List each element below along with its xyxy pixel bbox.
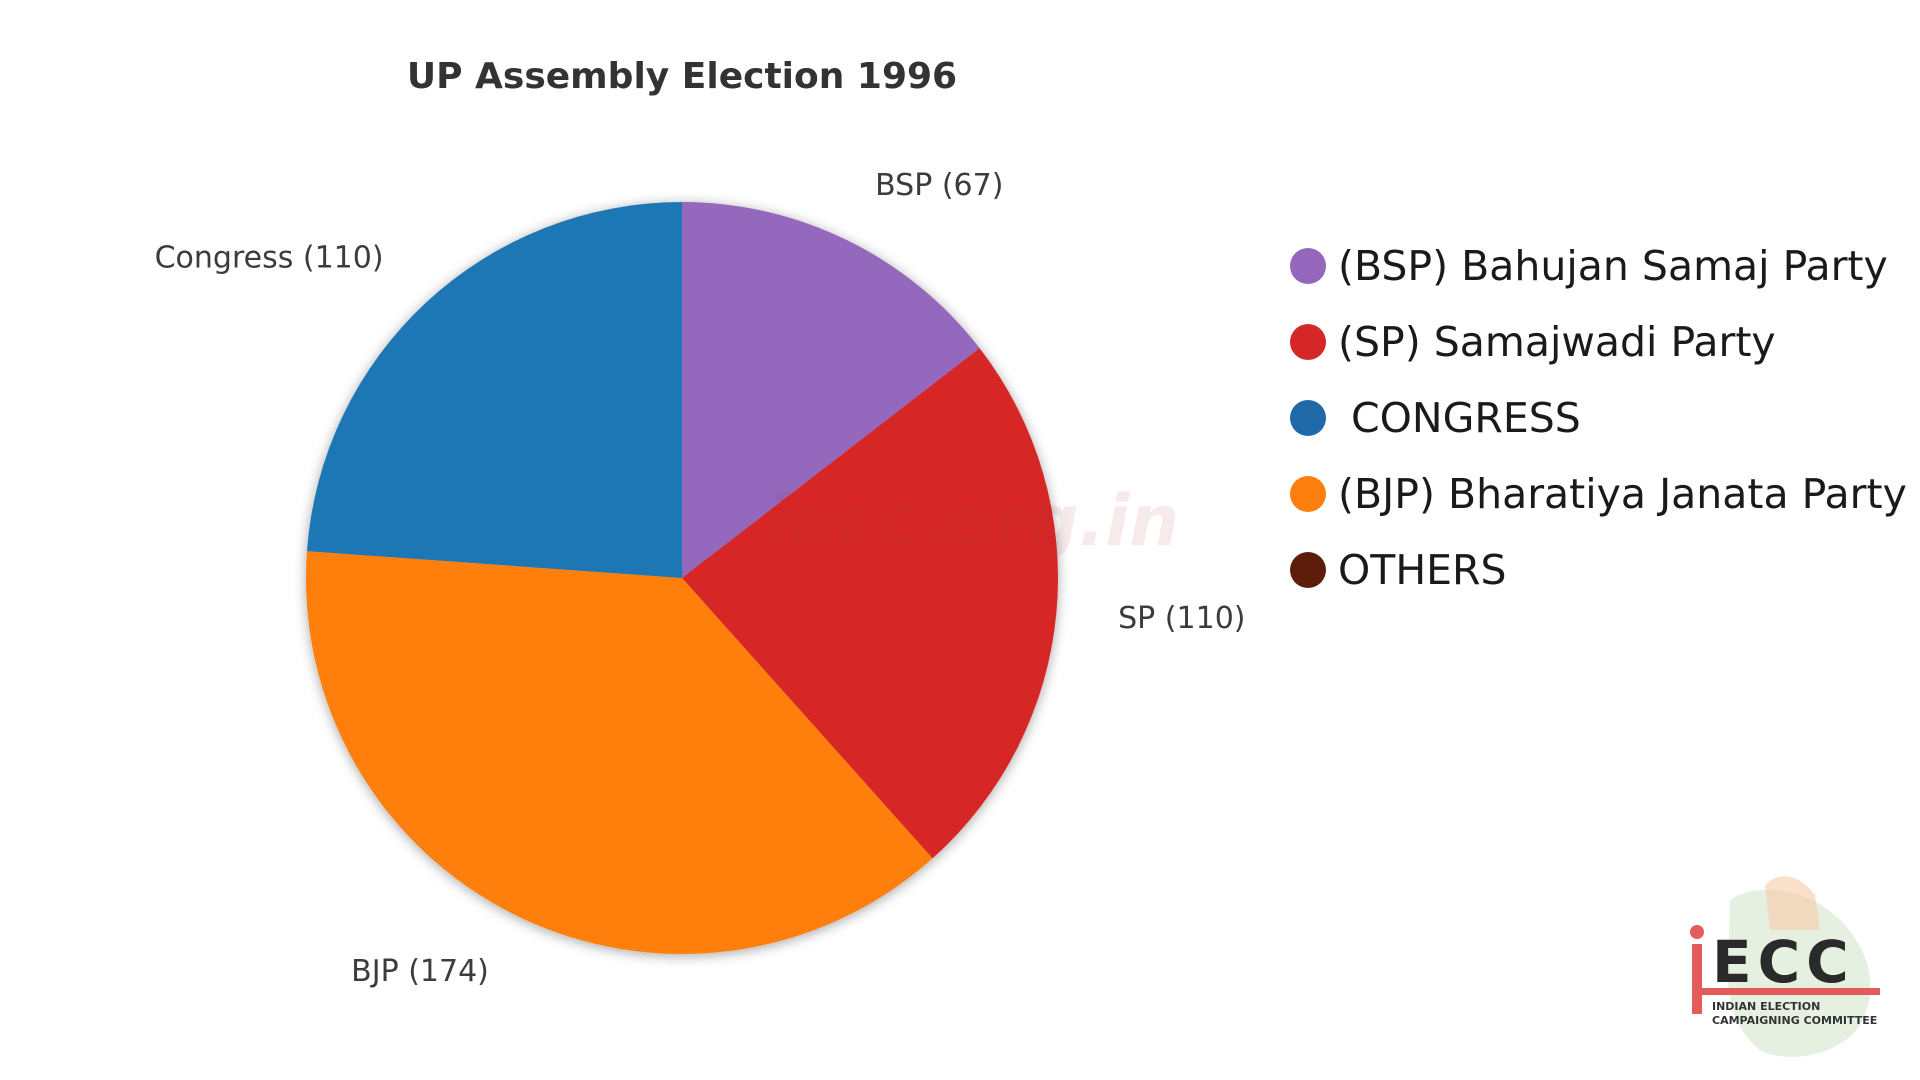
logo-line-2: CAMPAIGNING COMMITTEE	[1712, 1014, 1877, 1027]
legend-marker-bjp	[1290, 476, 1326, 512]
legend-label-congress: CONGRESS	[1338, 394, 1581, 442]
legend-item-sp: (SP) Samajwadi Party	[1290, 304, 1910, 380]
legend-label-bsp: (BSP) Bahujan Samaj Party	[1338, 242, 1888, 290]
logo-letters: ECC	[1712, 928, 1855, 996]
legend-marker-congress	[1290, 400, 1326, 436]
pie-slices	[306, 202, 1058, 955]
pie-slice-bsp	[682, 202, 980, 578]
legend-marker-bsp	[1290, 248, 1326, 284]
watermark-text: iecc.org.in	[765, 480, 1179, 562]
legend-item-congress: CONGRESS	[1290, 380, 1910, 456]
iecc-logo: ECC INDIAN ELECTION CAMPAIGNING COMMITTE…	[1690, 876, 1880, 1057]
logo-line-1: INDIAN ELECTION	[1712, 1000, 1820, 1013]
chart-title: UP Assembly Election 1996	[407, 56, 957, 97]
legend-marker-sp	[1290, 324, 1326, 360]
legend-label-bjp: (BJP) Bharatiya Janata Party	[1338, 470, 1907, 518]
slice-label-bsp: BSP (67)	[875, 168, 1003, 203]
pie-slice-congress	[306, 202, 682, 578]
slice-label-bjp: BJP (174)	[351, 954, 489, 989]
legend-item-bsp: (BSP) Bahujan Samaj Party	[1290, 228, 1910, 304]
legend-label-others: OTHERS	[1338, 546, 1507, 594]
logo-bar-icon	[1692, 944, 1702, 1014]
slice-label-congress: Congress (110)	[155, 240, 384, 275]
legend-label-sp: (SP) Samajwadi Party	[1338, 318, 1776, 366]
legend-item-others: OTHERS	[1290, 532, 1910, 608]
legend-item-bjp: (BJP) Bharatiya Janata Party	[1290, 456, 1910, 532]
logo-dot-icon	[1690, 925, 1704, 939]
slice-labels: BSP (67) SP (110) BJP (174) Congress (110)	[155, 168, 1246, 989]
logo-hand-shape	[1765, 876, 1820, 930]
legend-marker-others	[1290, 552, 1326, 588]
slice-label-sp: SP (110)	[1118, 601, 1245, 636]
logo-underline	[1692, 988, 1880, 995]
pie-slice-sp	[682, 348, 1058, 859]
pie-slice-bjp	[306, 551, 933, 955]
chart-legend: (BSP) Bahujan Samaj Party (SP) Samajwadi…	[1290, 228, 1910, 608]
logo-map-shape	[1728, 889, 1871, 1057]
